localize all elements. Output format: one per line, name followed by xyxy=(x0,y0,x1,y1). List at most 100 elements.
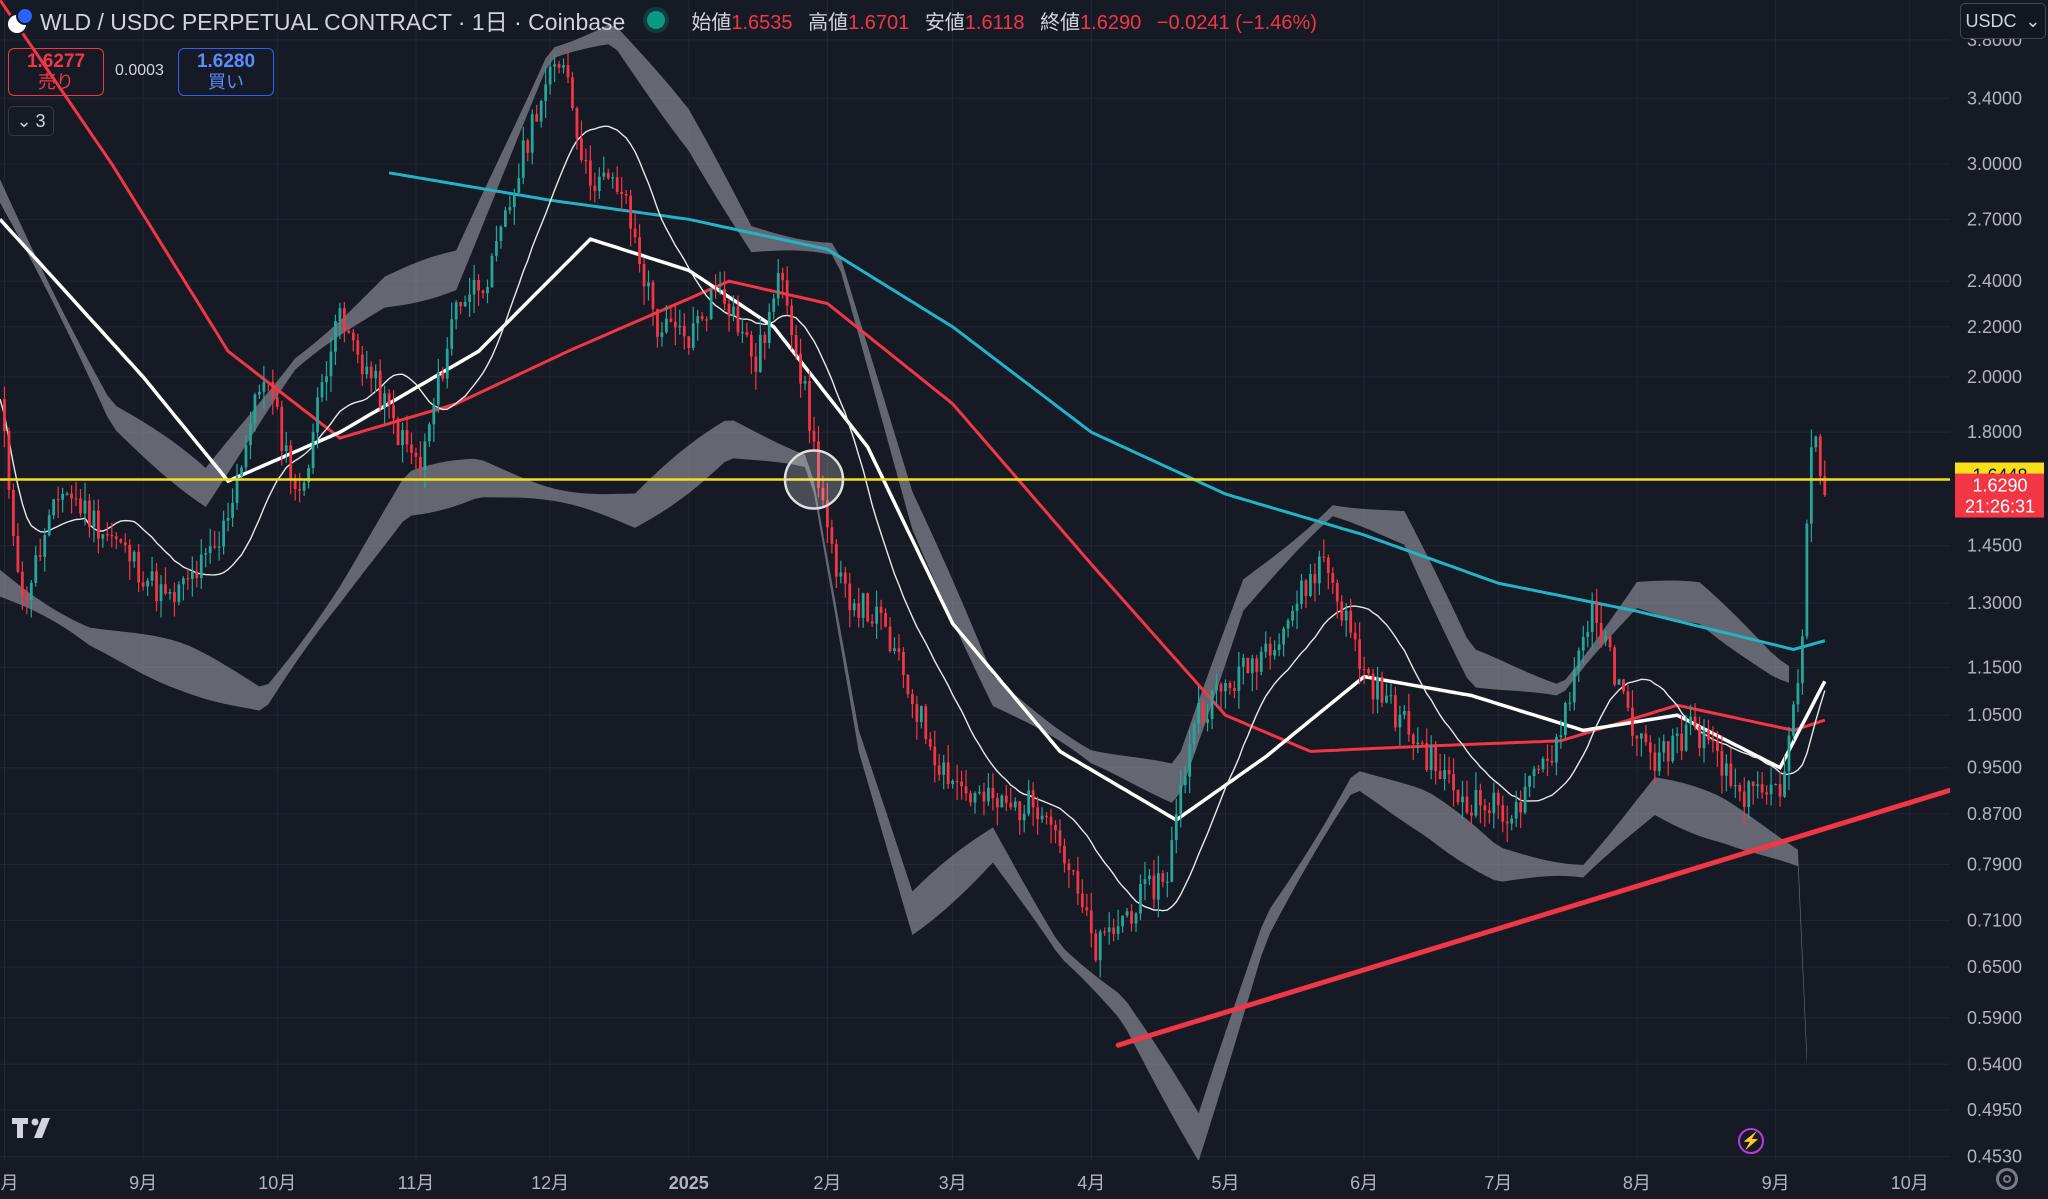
candle-body xyxy=(1648,742,1652,753)
candle-body xyxy=(1063,845,1066,864)
candle-body xyxy=(1590,600,1594,633)
candle-body xyxy=(1438,771,1442,780)
candle-body xyxy=(1671,735,1675,762)
candle-body xyxy=(1778,784,1782,797)
candle-body xyxy=(1246,657,1250,674)
candle-body xyxy=(951,780,955,784)
candle-body xyxy=(29,582,33,600)
sell-button[interactable]: 1.6277 売り xyxy=(8,48,104,96)
candle-body xyxy=(1148,875,1151,880)
candle-body xyxy=(1273,650,1277,656)
candle-body xyxy=(691,323,695,348)
candle-body xyxy=(736,306,740,333)
candle-body xyxy=(1309,574,1312,596)
candle-body xyxy=(1470,812,1473,816)
candle-body xyxy=(812,430,816,442)
indicators-collapse-button[interactable]: ⌄ 3 xyxy=(8,106,54,136)
candle-body xyxy=(1496,792,1500,806)
candle-body xyxy=(1040,815,1044,820)
candle-body xyxy=(1711,739,1715,742)
candle-body xyxy=(995,798,999,808)
candle-body xyxy=(508,207,512,211)
candle-body xyxy=(651,282,655,310)
candle-body xyxy=(1385,695,1388,703)
market-status-icon[interactable] xyxy=(647,11,666,29)
candle-body xyxy=(298,489,302,491)
candle-body xyxy=(432,404,436,425)
candle-body xyxy=(16,535,20,572)
candle-body xyxy=(1277,644,1281,651)
candle-body xyxy=(821,488,825,501)
tradingview-logo-icon xyxy=(12,1118,50,1138)
candle-body xyxy=(642,264,646,287)
candle-body xyxy=(1353,632,1357,640)
currency-select[interactable]: USDC ⌄ xyxy=(1960,3,2046,39)
candle-body xyxy=(1367,669,1370,674)
candle-body xyxy=(1371,673,1375,700)
candle-body xyxy=(749,334,753,357)
candle-body xyxy=(709,289,713,320)
candle-body xyxy=(284,445,288,451)
candle-body xyxy=(253,394,257,424)
candle-body xyxy=(955,780,959,783)
candle-body xyxy=(1058,830,1062,846)
candle-body xyxy=(132,551,136,562)
candle-body xyxy=(584,160,588,162)
candle-body xyxy=(741,332,744,334)
candle-body xyxy=(526,140,530,153)
candle-body xyxy=(1067,863,1071,871)
chart-settings-icon[interactable] xyxy=(1996,1168,2018,1190)
price-tick-label: 1.3000 xyxy=(1967,593,2022,613)
candle-body xyxy=(12,489,15,536)
candle-body xyxy=(1550,760,1554,763)
candle-body xyxy=(481,290,485,294)
candle-body xyxy=(1282,628,1285,645)
candle-body xyxy=(1031,790,1035,808)
candle-body xyxy=(1644,733,1648,743)
candle-body xyxy=(678,325,682,328)
candle-body xyxy=(893,648,896,652)
price-tick-label: 0.4530 xyxy=(1967,1147,2022,1167)
alert-bolt-icon[interactable]: ⚡ xyxy=(1738,1128,1764,1154)
candle-body xyxy=(320,382,324,398)
candle-body xyxy=(964,786,968,794)
candle-body xyxy=(794,335,798,354)
time-tick-label: 10月 xyxy=(258,1173,296,1193)
candle-body xyxy=(293,478,297,490)
candle-body xyxy=(521,140,525,178)
candle-body xyxy=(1183,776,1187,786)
candle-body xyxy=(682,325,686,337)
candle-body xyxy=(1613,647,1616,685)
ma-red-line xyxy=(0,0,1826,753)
candle-body xyxy=(924,706,928,739)
candle-body xyxy=(1666,741,1670,762)
candle-body xyxy=(530,114,534,153)
candle-body xyxy=(159,584,163,602)
symbol-title[interactable]: WLD / USDC PERPETUAL CONTRACT · 1日 · Coi… xyxy=(40,9,626,35)
candle-body xyxy=(150,571,154,581)
candle-body xyxy=(1326,557,1330,574)
candle-body xyxy=(302,482,306,491)
candle-body xyxy=(74,498,78,500)
candle-body xyxy=(1116,926,1120,934)
candle-body xyxy=(360,354,364,375)
candle-body xyxy=(1286,620,1290,629)
candle-body xyxy=(656,309,659,337)
candle-body xyxy=(553,64,556,67)
candle-body xyxy=(1774,784,1777,786)
price-axis xyxy=(1950,0,2048,1199)
candle-body xyxy=(1349,610,1353,633)
candle-body xyxy=(1514,802,1518,819)
candle-body xyxy=(123,542,127,545)
candle-body xyxy=(1577,650,1581,670)
chart-header: WLD / USDC PERPETUAL CONTRACT · 1日 · Coi… xyxy=(0,0,1950,40)
candle-body xyxy=(1604,636,1608,642)
candle-body xyxy=(1818,436,1822,477)
buy-button[interactable]: 1.6280 買い xyxy=(178,48,274,96)
candle-body xyxy=(1295,603,1299,611)
candle-body xyxy=(1765,792,1769,795)
candle-body xyxy=(785,280,789,306)
candle-body xyxy=(1228,682,1232,689)
candle-body xyxy=(105,534,109,536)
